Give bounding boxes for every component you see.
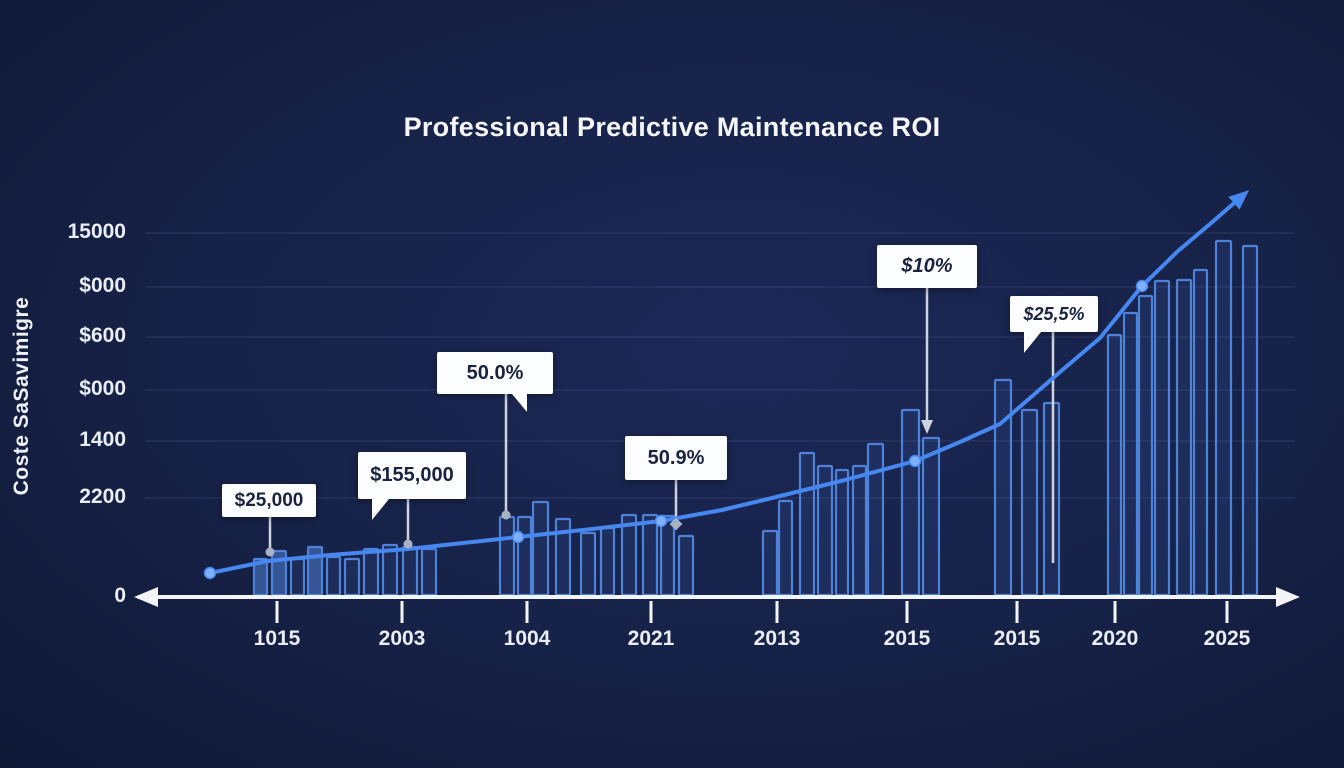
data-callout: $155,000: [358, 452, 466, 520]
bar: [921, 436, 941, 597]
data-callout: $25,5%: [1010, 296, 1098, 353]
bar: [1214, 239, 1233, 597]
trend-line-dot: [203, 566, 217, 580]
bar: [761, 529, 779, 597]
bar: [900, 408, 921, 597]
trend-line-dot: [511, 530, 525, 544]
y-axis-tick-label: 15000: [67, 220, 126, 243]
x-axis-tick-label: 1004: [503, 627, 551, 650]
trend-line: [208, 196, 1242, 575]
connector-end-dot: [265, 547, 275, 557]
bar: [1106, 333, 1123, 597]
x-axis-tick-label: 2015: [883, 627, 931, 650]
data-callout: $25,000: [222, 484, 316, 517]
bar: [1020, 408, 1039, 597]
trend-line-dot: [654, 514, 668, 528]
connector-end-dot: [501, 510, 511, 520]
bar: [343, 557, 361, 597]
x-axis-tick-label: 2003: [378, 627, 426, 650]
bar: [325, 555, 342, 597]
y-axis-tick-label: 1400: [79, 428, 126, 451]
bar: [516, 515, 533, 597]
x-axis-tick-label: 1015: [253, 627, 301, 650]
bar: [599, 526, 616, 597]
trend-line-dot: [1135, 279, 1149, 293]
bar: [851, 464, 868, 597]
x-axis-tick-label: 2013: [753, 627, 801, 650]
data-callout: $10%: [877, 245, 977, 288]
bar: [798, 451, 816, 597]
bar: [289, 557, 306, 597]
y-axis-tick-label: $600: [79, 324, 126, 347]
bar: [1175, 278, 1193, 597]
trend-line-dot: [908, 454, 922, 468]
y-axis-tick-label: 2200: [79, 485, 126, 508]
bar: [362, 547, 380, 597]
x-axis-tick-label: 2025: [1203, 627, 1251, 650]
bar: [1241, 244, 1259, 597]
bar: [1137, 294, 1154, 597]
x-axis-tick-label: 2020: [1091, 627, 1139, 650]
bar: [834, 468, 850, 597]
bar: [1122, 311, 1139, 597]
bar: [401, 545, 419, 597]
y-axis-tick-label: $000: [79, 274, 126, 297]
data-callout: 50.9%: [625, 436, 727, 480]
x-axis-tick-label: 2015: [993, 627, 1041, 650]
bar: [677, 534, 695, 597]
page-title: Professional Predictive Maintenance ROI: [403, 112, 941, 142]
bar: [1192, 268, 1209, 597]
y-axis-tick-label: $000: [79, 377, 126, 400]
bar: [579, 531, 597, 597]
bar: [420, 547, 438, 597]
connector-end-dot: [403, 539, 413, 549]
trend-line-arrowhead: [1228, 190, 1250, 210]
bar: [866, 442, 885, 597]
bar: [1153, 279, 1171, 597]
bar: [531, 500, 550, 597]
x-axis-tick-label: 2021: [627, 627, 675, 650]
x-axis-left-arrowhead: [134, 587, 158, 607]
bar: [498, 515, 516, 597]
bar: [993, 378, 1013, 597]
x-axis-right-arrowhead: [1276, 587, 1300, 607]
bar: [659, 514, 676, 597]
y-axis-tick-label: 0: [114, 584, 126, 607]
connector-end-arrow: [921, 420, 933, 434]
bar: [777, 499, 794, 597]
data-callout: 50.0%: [437, 352, 553, 412]
bar: [1042, 401, 1061, 597]
bar: [641, 513, 659, 597]
